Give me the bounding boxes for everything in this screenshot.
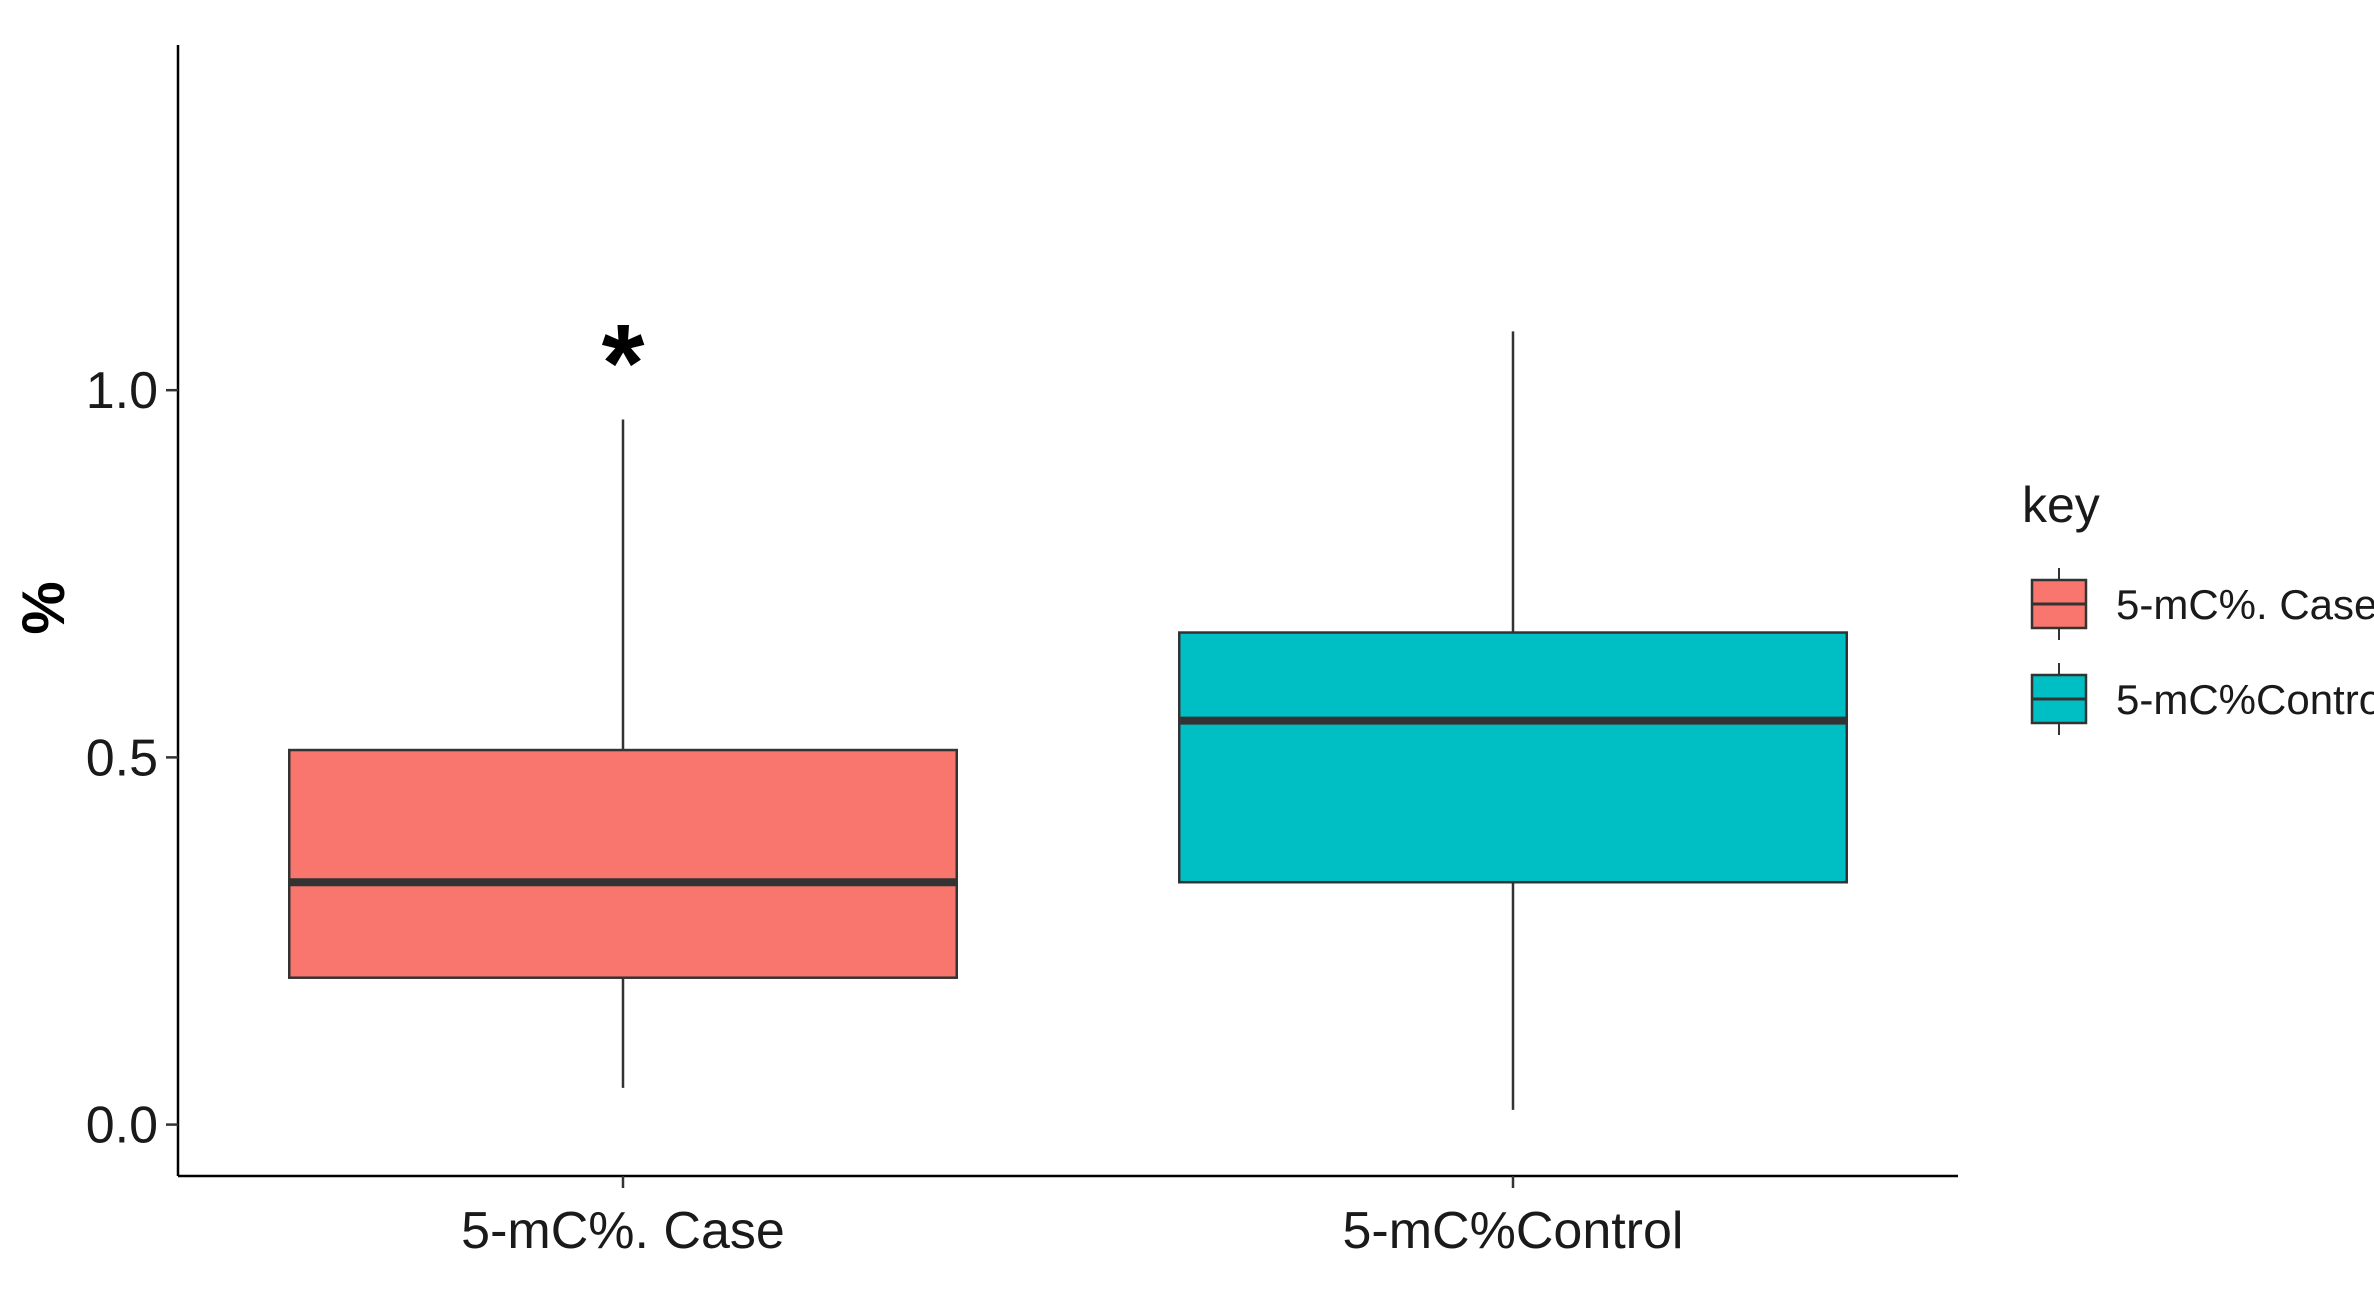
y-axis-title: % — [10, 581, 77, 634]
legend-label: 5-mC%Control — [2116, 676, 2374, 723]
significance-asterisk: * — [602, 302, 645, 425]
legend-title: key — [2022, 477, 2100, 533]
box-body — [288, 748, 958, 979]
box-2 — [1178, 331, 1848, 1110]
legend-entry-1: 5-mC%. Case — [2030, 568, 2374, 640]
legend-label: 5-mC%. Case — [2116, 581, 2374, 628]
x-tick-label: 5-mC%Control — [1343, 1202, 1684, 1260]
legend-entry-2: 5-mC%Control — [2030, 663, 2374, 735]
y-tick-label: 1.0 — [86, 362, 158, 420]
y-tick-label: 0.0 — [86, 1097, 158, 1155]
x-tick-label: 5-mC%. Case — [461, 1202, 785, 1260]
box-1 — [288, 419, 958, 1088]
y-tick-label: 0.5 — [86, 729, 158, 787]
box-body — [1178, 631, 1848, 884]
axes: 0.0 0.5 1.0 5-mC%. Case 5-mC%Control — [86, 45, 1958, 1260]
legend: key 5-mC%. Case 5-mC%Control — [2022, 477, 2374, 735]
plot-area: * — [288, 302, 1848, 1110]
